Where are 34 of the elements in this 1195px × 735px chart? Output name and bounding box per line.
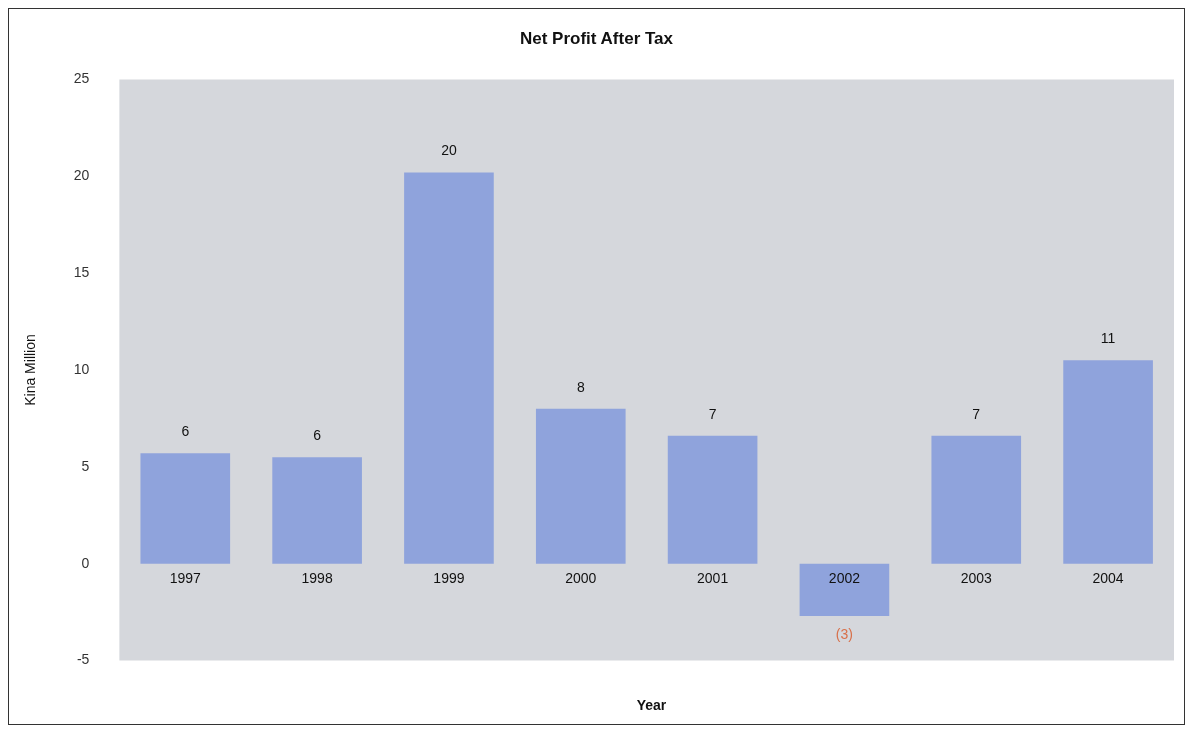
data-label: 8 — [576, 378, 585, 395]
bar — [931, 435, 1022, 564]
data-label: 6 — [313, 427, 322, 444]
y-tick-label: 10 — [73, 360, 90, 377]
chart-title: Net Profit After Tax — [519, 28, 674, 48]
x-tick-label: 1998 — [301, 569, 333, 586]
bar — [140, 453, 231, 564]
data-label: 20 — [441, 142, 457, 159]
y-tick-label: 15 — [73, 263, 90, 280]
x-tick-label: 1997 — [169, 569, 202, 586]
bar — [272, 457, 362, 564]
bar — [667, 435, 758, 564]
bar — [404, 172, 494, 564]
bar — [799, 563, 890, 617]
x-tick-label: 2002 — [828, 569, 861, 586]
data-label: 7 — [972, 405, 981, 422]
data-label: 6 — [181, 423, 190, 440]
data-label: (3) — [835, 625, 853, 642]
bar — [535, 408, 626, 564]
data-label: 7 — [708, 405, 717, 422]
x-tick-label: 2001 — [697, 569, 729, 586]
y-tick-label: -5 — [76, 651, 90, 668]
y-tick-label: 5 — [81, 457, 90, 474]
bar — [1063, 360, 1153, 564]
x-axis-title: Year — [635, 697, 668, 713]
y-tick-label: 0 — [81, 554, 90, 571]
x-tick-label: 1999 — [433, 569, 465, 586]
x-tick-label: 2003 — [960, 569, 993, 586]
x-tick-label: 2004 — [1092, 569, 1124, 586]
y-tick-label: 20 — [73, 167, 90, 184]
y-tick-label: 25 — [73, 70, 90, 87]
y-axis-title: Kina Million — [22, 334, 39, 406]
x-tick-label: 2000 — [565, 569, 597, 586]
data-label: 11 — [1100, 330, 1116, 347]
